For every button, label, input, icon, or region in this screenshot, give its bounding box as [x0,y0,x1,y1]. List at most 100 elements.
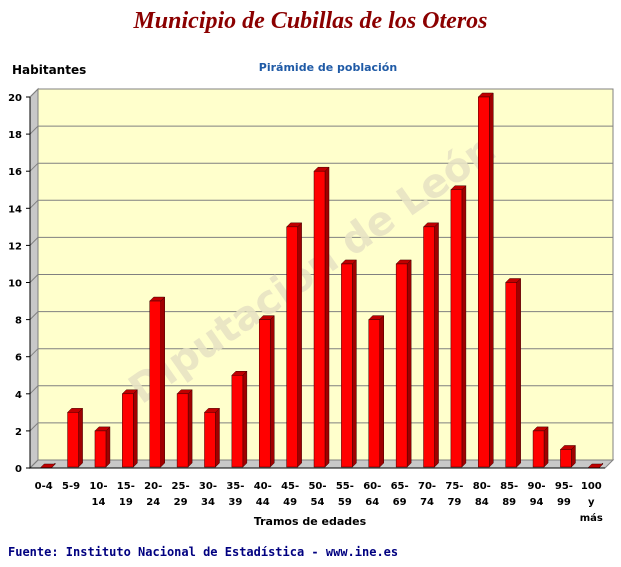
x-tick-label: 5-9 [62,481,80,492]
y-tick-label: 16 [8,167,22,178]
x-tick-line: 44 [256,497,270,508]
x-tick-label: 10-14 [89,481,107,508]
x-tick-line: 50- [308,481,326,492]
x-tick-label: 25-29 [172,481,190,508]
bar-side [434,222,439,468]
x-tick-label: 70-74 [418,481,436,508]
x-tick-label: 75-79 [445,481,463,508]
y-tick-label: 10 [8,279,22,290]
bar [395,259,412,468]
bar-front [176,393,189,468]
x-tick-line: 39 [228,497,242,508]
x-tick-line: 30- [199,481,217,492]
bar-side [242,370,248,468]
x-tick-label: 20-24 [144,481,162,508]
gridline [29,422,613,432]
x-tick-line: 94 [530,497,544,508]
bar-front [149,300,161,468]
x-tick-line: 89 [502,497,516,508]
x-tick-line: 34 [201,497,215,508]
x-tick-line: 5-9 [62,481,80,492]
bar-side [215,407,220,468]
bar [477,92,494,468]
bar [286,222,303,468]
bar-side [379,314,385,468]
bar-front [505,282,517,468]
bar-front [450,189,463,468]
bar-front [204,412,216,468]
x-axis-label: Tramos de edades [254,515,367,528]
bar [231,370,248,468]
y-tick-label: 4 [15,390,22,401]
gridline [29,125,613,135]
y-tick-label: 2 [15,427,22,438]
y-tick-label: 8 [15,316,22,327]
x-tick-label: 40-44 [254,481,272,508]
bar [422,222,440,468]
x-tick-label: 100 y más [580,481,603,524]
x-tick-line: 49 [283,497,297,508]
bar-front [258,319,271,468]
bar-front [532,430,545,468]
y-tick-label: 12 [8,241,22,252]
x-tick-line: 0-4 [35,481,53,492]
x-tick-line: 99 [557,497,571,508]
bar [176,389,193,468]
x-tick-line: 35- [226,481,244,492]
x-tick-label: 90-94 [528,481,546,508]
gridline [29,348,613,358]
x-tick-line: 84 [475,497,489,508]
x-tick-line: 24 [146,497,160,508]
bar [559,444,577,468]
gridline [29,162,613,172]
bar-side [406,259,412,468]
x-tick-line: 79 [447,497,461,508]
gridline [29,274,613,283]
bar [258,314,275,468]
x-tick-line: 54 [311,497,325,508]
x-tick-line: 45- [281,481,299,492]
bar [203,407,221,468]
x-tick-line: 75- [445,481,463,492]
gridline [29,88,613,98]
x-tick-line: 64 [365,497,379,508]
x-tick-line: 15- [117,481,135,492]
bar-front [313,170,326,468]
bar [368,314,385,468]
x-tick-line: 69 [393,497,407,508]
gridline [29,236,613,246]
bar-front [560,449,572,468]
bar [66,407,84,468]
x-tick-line: 20- [144,481,162,492]
x-tick-line: 90- [528,481,546,492]
x-tick-line: 29 [174,497,188,508]
x-tick-line: 19 [119,497,133,508]
bar-side [489,92,494,468]
x-tick-line: 25- [172,481,190,492]
x-tick-line: 85- [500,481,518,492]
x-tick-label: 65-69 [391,481,409,508]
bar-side [324,166,330,468]
bar-side [461,185,467,468]
bar-front [341,263,353,468]
bar-front [395,263,408,468]
x-tick-line: 70- [418,481,436,492]
y-tick-label: 0 [15,464,22,475]
x-tick-line: 10- [89,481,107,492]
x-tick-label: 45-49 [281,481,299,508]
bar [340,259,357,468]
gridline [29,385,613,395]
bar-side [105,426,111,468]
chart-subtitle: Pirámide de población [258,61,398,74]
bar [505,277,522,468]
y-tick-label: 18 [8,130,22,141]
bar-front [478,96,490,468]
bar-front [423,226,435,468]
y-axis-label: Habitantes [12,63,87,77]
bar-front [94,430,107,468]
bar [149,296,166,468]
x-tick-line: más [580,512,603,524]
bar-front [122,393,134,468]
bar-side [297,222,302,468]
